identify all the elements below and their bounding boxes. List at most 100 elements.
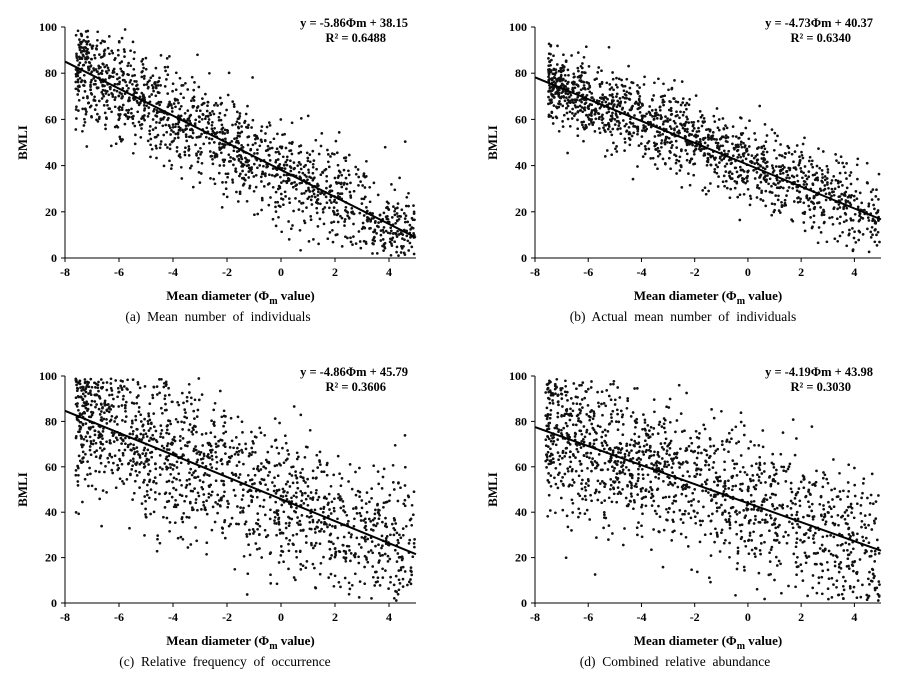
scatter-point <box>210 454 214 458</box>
scatter-point <box>332 584 336 588</box>
scatter-point <box>584 87 587 91</box>
scatter-point <box>230 439 234 443</box>
scatter-point <box>354 552 357 556</box>
scatter-point <box>76 88 80 91</box>
scatter-point <box>412 542 416 545</box>
scatter-point <box>358 466 361 470</box>
scatter-point <box>353 572 357 576</box>
scatter-point <box>81 411 85 415</box>
scatter-point <box>259 175 263 179</box>
scatter-point <box>85 400 88 404</box>
scatter-point <box>114 486 118 490</box>
scatter-point <box>679 532 683 536</box>
scatter-point <box>123 78 126 82</box>
scatter-point <box>195 452 199 455</box>
scatter-point <box>220 439 224 442</box>
scatter-point <box>276 173 279 177</box>
scatter-point <box>802 486 806 490</box>
scatter-point <box>834 153 837 156</box>
scatter-point <box>634 442 638 445</box>
scatter-point <box>139 432 143 436</box>
scatter-point <box>331 524 334 528</box>
scatter-point <box>639 489 643 493</box>
scatter-point <box>354 507 358 510</box>
scatter-point <box>305 560 309 563</box>
scatter-point <box>125 478 129 481</box>
scatter-point <box>708 129 712 133</box>
scatter-point <box>810 226 814 230</box>
scatter-point <box>299 529 303 532</box>
scatter-point <box>371 551 375 555</box>
scatter-point <box>826 183 829 186</box>
scatter-point <box>314 491 318 495</box>
scatter-point <box>140 60 144 63</box>
scatter-point <box>133 479 137 483</box>
scatter-point <box>170 106 174 110</box>
scatter-point <box>130 115 134 119</box>
scatter-point <box>827 597 830 601</box>
scatter-point <box>171 468 175 471</box>
scatter-point <box>123 448 127 452</box>
scatter-point <box>135 427 139 431</box>
scatter-point <box>294 470 297 473</box>
scatter-point <box>189 135 193 138</box>
scatter-point <box>583 71 587 75</box>
scatter-point <box>680 80 684 83</box>
scatter-point <box>127 86 130 90</box>
scatter-point <box>817 147 820 150</box>
scatter-point <box>652 528 655 531</box>
scatter-point <box>339 506 343 510</box>
scatter-point <box>345 544 349 548</box>
scatter-point <box>343 217 347 221</box>
scatter-point <box>571 100 574 104</box>
scatter-point <box>637 98 641 102</box>
scatter-point <box>301 529 305 532</box>
scatter-point <box>166 442 170 445</box>
scatter-point <box>346 236 349 240</box>
scatter-point <box>235 464 239 467</box>
scatter-point <box>155 109 159 112</box>
scatter-point <box>224 137 227 141</box>
scatter-point <box>119 137 122 141</box>
scatter-point <box>308 153 312 156</box>
scatter-point <box>616 99 620 103</box>
scatter-point <box>320 527 323 531</box>
scatter-point <box>274 205 277 209</box>
scatter-point <box>623 141 627 144</box>
scatter-point <box>283 132 286 136</box>
scatter-point <box>86 409 89 412</box>
scatter-point <box>354 165 358 169</box>
scatter-point <box>368 200 372 204</box>
scatter-point <box>720 158 724 162</box>
scatter-point <box>773 202 777 206</box>
scatter-point <box>594 110 598 114</box>
scatter-point <box>339 585 342 589</box>
scatter-point <box>143 534 146 537</box>
scatter-point <box>267 203 271 207</box>
scatter-point <box>323 520 326 524</box>
scatter-point <box>600 441 604 445</box>
scatter-point <box>271 185 275 189</box>
scatter-point <box>104 70 108 73</box>
scatter-point <box>249 148 252 152</box>
scatter-point <box>208 111 212 115</box>
scatter-point <box>231 178 234 182</box>
scatter-point <box>168 462 172 466</box>
scatter-point <box>220 123 224 127</box>
scatter-point <box>117 94 121 98</box>
scatter-point <box>371 565 375 568</box>
scatter-point <box>596 390 599 394</box>
scatter-point <box>846 548 849 552</box>
scatter-point <box>188 482 192 486</box>
scatter-point <box>200 161 204 165</box>
scatter-point <box>373 516 377 520</box>
scatter-point <box>561 69 565 73</box>
scatter-point <box>316 466 320 469</box>
scatter-point <box>214 101 218 105</box>
scatter-point <box>111 95 115 98</box>
scatter-point <box>654 148 658 151</box>
scatter-point <box>588 117 592 121</box>
scatter-point <box>399 231 403 235</box>
scatter-point <box>824 198 828 202</box>
scatter-point <box>668 141 672 145</box>
